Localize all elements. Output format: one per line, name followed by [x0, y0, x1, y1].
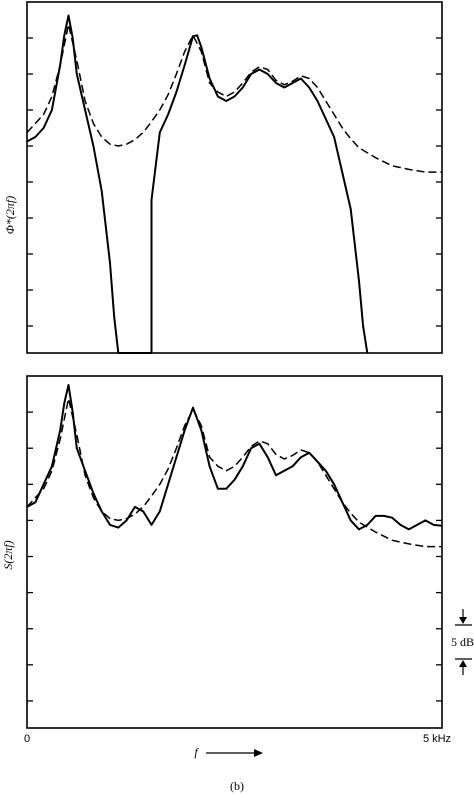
series-dashed-line [26, 397, 442, 548]
db-scale-bar: 5 dB [451, 609, 474, 675]
y-ticks [27, 37, 442, 327]
series-dashed-line [26, 23, 442, 173]
plot-frame [26, 375, 443, 729]
y-ticks [27, 411, 442, 702]
scale-bar-label: 5 dB [451, 635, 474, 649]
spectrum-panel-top: Φ*(2πf) [3, 1, 443, 354]
y-axis-label-bottom: S(2πf) [1, 540, 15, 569]
plot-frame [26, 1, 443, 354]
arrow-down-icon [459, 617, 467, 624]
arrow-right-icon [254, 749, 263, 757]
x-axis-label: f [194, 745, 199, 759]
x-tick-label-end: 5 kHz [423, 733, 451, 745]
series-solid-line [26, 384, 443, 531]
figure-caption: (b) [230, 779, 244, 793]
arrow-up-icon [459, 660, 467, 667]
x-tick-label-start: 0 [24, 733, 30, 745]
y-axis-label-top: Φ*(2πf) [3, 196, 17, 234]
spectrum-panel-bottom: S(2πf) [1, 375, 443, 729]
